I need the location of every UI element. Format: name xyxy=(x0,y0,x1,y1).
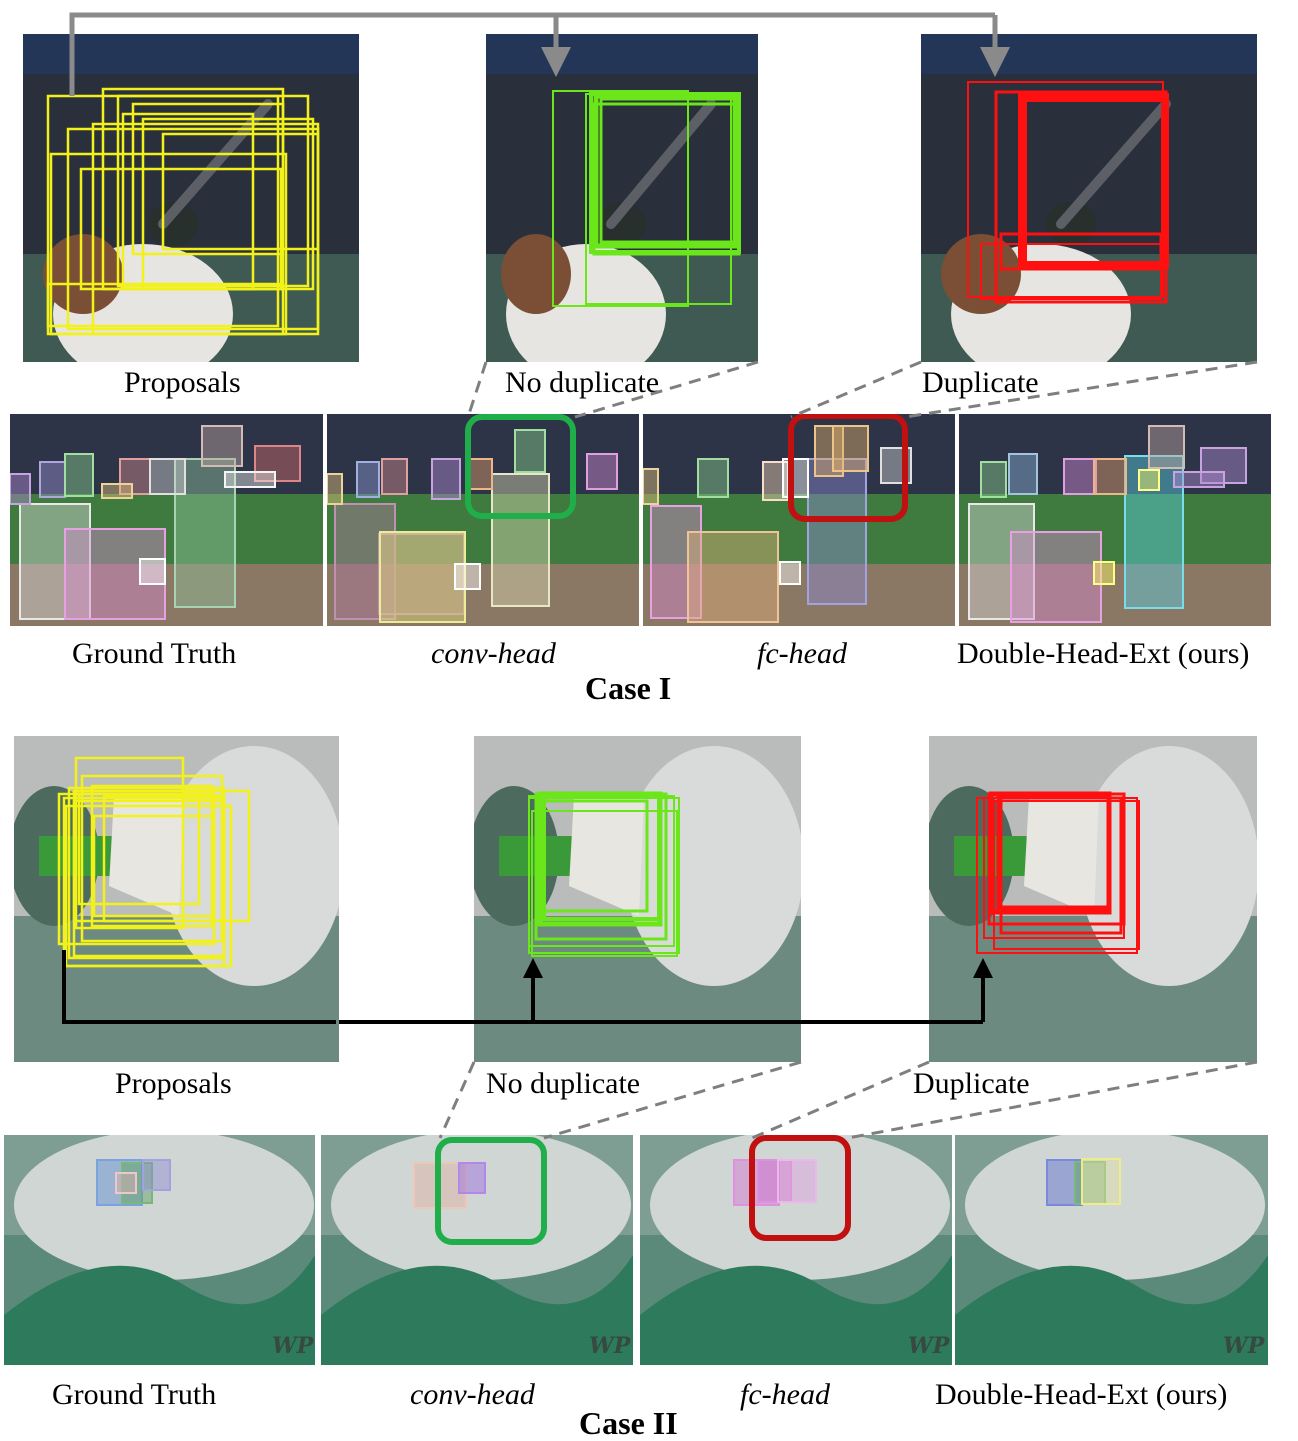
case2-fc-head-label: fc-head xyxy=(740,1378,830,1411)
case2-title: Case II xyxy=(579,1405,678,1441)
case1-double-head-ext-label: Double-Head-Ext (ours) xyxy=(957,637,1250,670)
case2-no-duplicate-label: No duplicate xyxy=(486,1067,641,1100)
case1-duplicate-label: Duplicate xyxy=(922,366,1039,399)
case2-conv-head-watermark: WP xyxy=(589,1333,632,1359)
case1-conv-head-label: conv-head xyxy=(431,637,556,670)
case1-title: Case I xyxy=(585,670,672,706)
case1-no-duplicate-image xyxy=(486,34,758,362)
case2-ground-truth-image: WP xyxy=(4,1135,315,1365)
case2-duplicate-image xyxy=(929,736,1257,1062)
case1-proposals-label: Proposals xyxy=(124,366,241,399)
case2-duplicate-label: Duplicate xyxy=(913,1067,1030,1100)
case2-conv-head-image: WP xyxy=(321,1135,633,1365)
case2-fc-head-watermark: WP xyxy=(908,1333,951,1359)
case1-double-head-ext-image xyxy=(959,414,1271,626)
case2-proposals-image xyxy=(14,736,339,1062)
case2-double-head-ext-watermark: WP xyxy=(1223,1333,1266,1359)
case2-ground-truth-label: Ground Truth xyxy=(52,1378,217,1411)
case1-proposals-image xyxy=(23,34,359,362)
case1-conv-head-image xyxy=(327,414,639,626)
case1-fc-head-label: fc-head xyxy=(757,637,847,670)
case1-ground-truth-label: Ground Truth xyxy=(72,637,237,670)
case2-conv-head-label: conv-head xyxy=(410,1378,535,1411)
case2-proposals-label: Proposals xyxy=(115,1067,232,1100)
case1-duplicate-image xyxy=(921,34,1257,362)
case2-no-duplicate-image xyxy=(474,736,801,1062)
case2-ground-truth-watermark: WP xyxy=(272,1333,315,1359)
case1-ground-truth-image xyxy=(10,414,323,626)
case2-fc-head-image: WP xyxy=(640,1135,952,1365)
case2-double-head-ext-label: Double-Head-Ext (ours) xyxy=(935,1378,1228,1411)
case1-fc-head-image xyxy=(643,414,955,626)
case2-double-head-ext-image: WP xyxy=(955,1135,1268,1365)
case1-no-duplicate-label: No duplicate xyxy=(505,366,660,399)
